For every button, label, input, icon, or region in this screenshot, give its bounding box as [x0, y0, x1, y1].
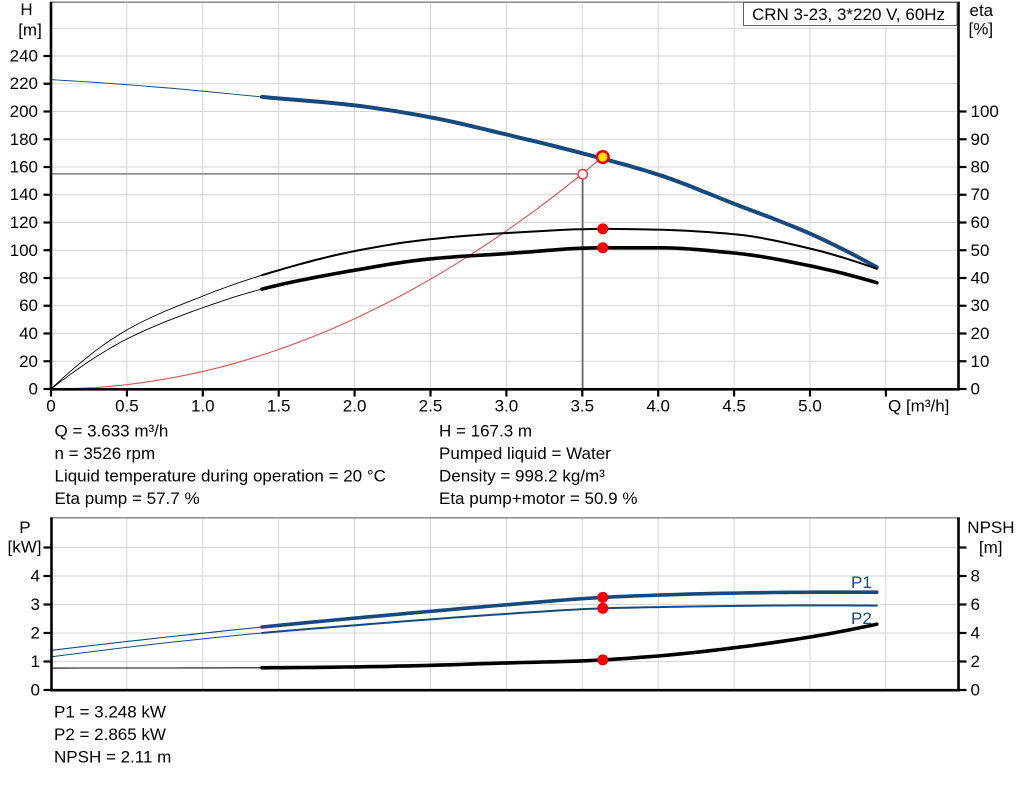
svg-text:2.5: 2.5: [419, 397, 443, 416]
svg-text:4: 4: [971, 624, 980, 643]
svg-text:240: 240: [10, 47, 38, 66]
svg-text:[m]: [m]: [979, 538, 1003, 557]
svg-text:200: 200: [10, 102, 38, 121]
svg-text:1: 1: [31, 652, 40, 671]
svg-text:4: 4: [31, 567, 40, 586]
svg-text:2.0: 2.0: [343, 397, 367, 416]
svg-text:60: 60: [971, 213, 990, 232]
svg-text:0.5: 0.5: [115, 397, 139, 416]
svg-text:180: 180: [10, 130, 38, 149]
svg-text:60: 60: [19, 296, 38, 315]
svg-text:4.0: 4.0: [646, 397, 670, 416]
svg-text:140: 140: [10, 185, 38, 204]
svg-text:100: 100: [10, 241, 38, 260]
svg-text:80: 80: [971, 158, 990, 177]
svg-text:1.0: 1.0: [191, 397, 215, 416]
svg-text:160: 160: [10, 158, 38, 177]
svg-text:1.5: 1.5: [267, 397, 291, 416]
svg-text:20: 20: [971, 324, 990, 343]
svg-text:P1 = 3.248 kW: P1 = 3.248 kW: [54, 702, 166, 721]
svg-text:Liquid temperature during oper: Liquid temperature during operation = 20…: [55, 466, 386, 485]
svg-text:5.0: 5.0: [798, 397, 822, 416]
svg-text:0: 0: [971, 380, 980, 399]
svg-text:P: P: [19, 518, 30, 537]
svg-text:8: 8: [971, 567, 980, 586]
svg-text:Q = 3.633 m³/h: Q = 3.633 m³/h: [55, 421, 169, 440]
svg-text:3.5: 3.5: [570, 397, 594, 416]
svg-text:80: 80: [19, 269, 38, 288]
svg-text:Q [m³/h]: Q [m³/h]: [888, 397, 949, 416]
svg-text:P1: P1: [851, 573, 872, 592]
svg-text:6: 6: [971, 595, 980, 614]
svg-text:2: 2: [31, 624, 40, 643]
svg-text:10: 10: [971, 352, 990, 371]
svg-text:CRN 3-23, 3*220 V, 60Hz: CRN 3-23, 3*220 V, 60Hz: [752, 5, 945, 24]
svg-text:220: 220: [10, 74, 38, 93]
svg-text:40: 40: [19, 324, 38, 343]
svg-text:50: 50: [971, 241, 990, 260]
svg-text:P2: P2: [851, 609, 872, 628]
svg-text:Eta pump+motor = 50.9 %: Eta pump+motor = 50.9 %: [439, 489, 637, 508]
svg-text:n = 3526 rpm: n = 3526 rpm: [55, 444, 156, 463]
svg-text:0: 0: [971, 681, 980, 700]
svg-text:NPSH = 2.11 m: NPSH = 2.11 m: [54, 747, 171, 766]
svg-text:[m]: [m]: [18, 21, 42, 40]
svg-text:0: 0: [29, 380, 38, 399]
svg-text:100: 100: [971, 102, 999, 121]
svg-text:Pumped liquid = Water: Pumped liquid = Water: [439, 444, 611, 463]
svg-text:70: 70: [971, 185, 990, 204]
svg-text:120: 120: [10, 213, 38, 232]
svg-text:20: 20: [19, 352, 38, 371]
svg-text:2: 2: [971, 652, 980, 671]
svg-text:40: 40: [971, 269, 990, 288]
svg-text:4.5: 4.5: [722, 397, 746, 416]
svg-text:H: H: [20, 0, 32, 19]
svg-text:[kW]: [kW]: [8, 537, 42, 556]
svg-text:eta: eta: [970, 1, 994, 20]
svg-text:3: 3: [31, 595, 40, 614]
svg-text:0: 0: [46, 397, 55, 416]
svg-text:Density = 998.2 kg/m³: Density = 998.2 kg/m³: [439, 466, 605, 485]
svg-text:30: 30: [971, 296, 990, 315]
svg-text:P2 = 2.865 kW: P2 = 2.865 kW: [54, 725, 166, 744]
svg-text:0: 0: [31, 681, 40, 700]
svg-text:NPSH: NPSH: [967, 518, 1014, 537]
svg-text:Eta pump = 57.7 %: Eta pump = 57.7 %: [55, 489, 200, 508]
svg-text:[%]: [%]: [969, 20, 994, 39]
svg-text:3.0: 3.0: [495, 397, 519, 416]
svg-text:H = 167.3 m: H = 167.3 m: [439, 421, 532, 440]
svg-text:90: 90: [971, 130, 990, 149]
